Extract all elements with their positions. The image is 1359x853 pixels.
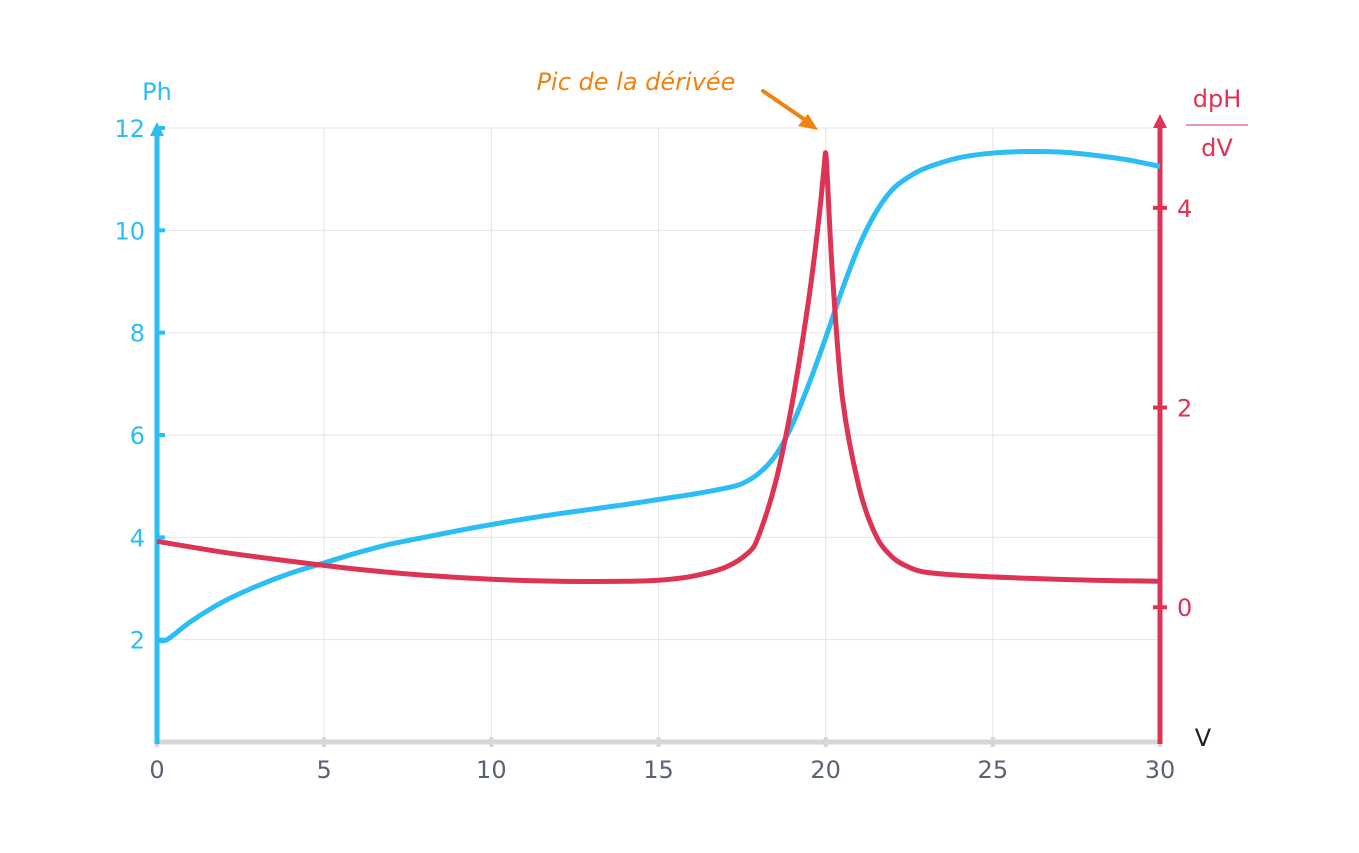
y-right-tick-label: 2	[1177, 395, 1192, 423]
x-axis-title: V	[1195, 724, 1212, 752]
x-axis: 0 5 10 15 20 25 30	[149, 737, 1175, 784]
y-left-tick-label: 6	[130, 422, 145, 450]
series-layer	[156, 148, 1161, 644]
y-left-tick-label: 8	[130, 320, 145, 348]
y-right-axis-title-numerator: dpH	[1193, 85, 1242, 113]
annotation-peak-label: Pic de la dérivée	[537, 68, 736, 96]
y-right-axis: 0 2 4	[1153, 114, 1192, 744]
y-left-axis: 2 4 6 8 10 12	[114, 115, 165, 744]
y-right-axis-title-denominator: dV	[1201, 134, 1233, 162]
y-right-axis-arrow	[1153, 114, 1167, 128]
ph-curve	[156, 148, 1161, 644]
y-right-tick-label: 4	[1177, 195, 1192, 223]
x-tick-label: 10	[476, 756, 507, 784]
annotation-arrow	[761, 89, 818, 130]
y-left-axis-title: Ph	[142, 78, 172, 106]
x-tick-label: 15	[643, 756, 674, 784]
x-tick-label: 30	[1145, 756, 1176, 784]
y-left-tick-label: 2	[130, 627, 145, 655]
y-left-tick-label: 4	[130, 524, 145, 552]
x-tick-label: 20	[810, 756, 841, 784]
y-left-tick-label: 10	[114, 217, 145, 245]
derivative-curve	[156, 150, 1161, 584]
x-tick-label: 0	[149, 756, 164, 784]
y-right-tick-label: 0	[1177, 594, 1192, 622]
y-left-tick-label: 12	[114, 115, 145, 143]
grid	[157, 127, 1161, 742]
x-tick-label: 5	[317, 756, 332, 784]
x-tick-label: 25	[978, 756, 1009, 784]
